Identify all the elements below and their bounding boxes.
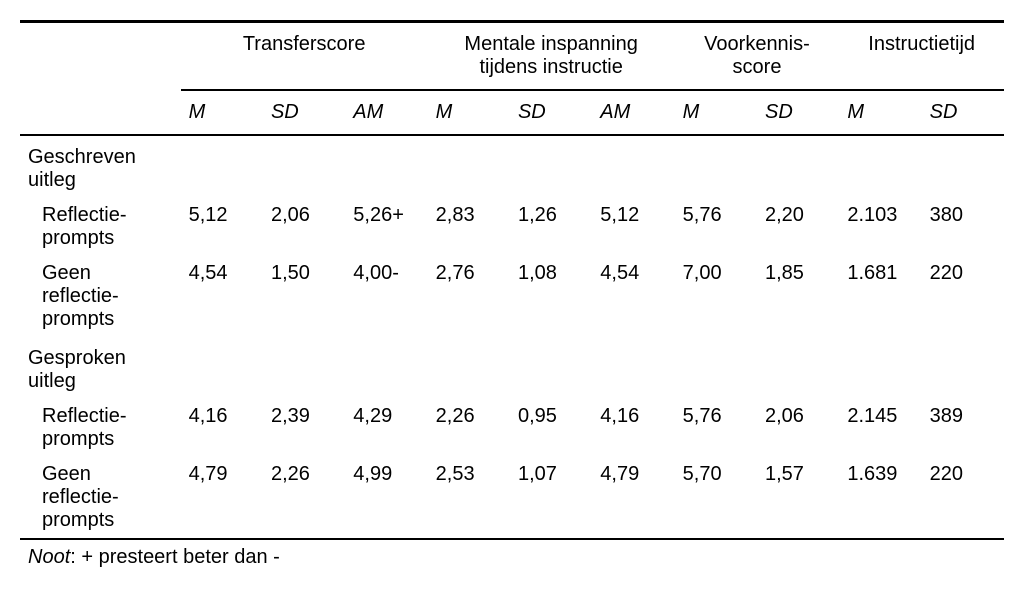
row-label: Geen reflectie- prompts — [20, 457, 181, 539]
group-header-transferscore: Transferscore — [181, 22, 428, 91]
cell: 2,53 — [428, 457, 510, 539]
cell: 4,00- — [345, 256, 427, 337]
row-label: Reflectie- prompts — [20, 198, 181, 256]
group-header-voorkennis: Voorkennis- score — [675, 22, 840, 91]
cell: 2,26 — [428, 399, 510, 457]
cell: 4,54 — [592, 256, 674, 337]
group-header-instructietijd: Instructietijd — [839, 22, 1004, 91]
subheader-empty — [20, 90, 181, 135]
cell: 2,06 — [757, 399, 839, 457]
cell: 380 — [922, 198, 1004, 256]
cell: 2,83 — [428, 198, 510, 256]
group-header-mentale-inspanning: Mentale inspanning tijdens instructie — [428, 22, 675, 91]
cell: 2,76 — [428, 256, 510, 337]
table-row: Geen reflectie- prompts 4,54 1,50 4,00- … — [20, 256, 1004, 337]
cell: 4,29 — [345, 399, 427, 457]
section-label: Gesproken uitleg — [20, 337, 181, 399]
table-section-header: Gesproken uitleg — [20, 337, 1004, 399]
cell: 5,12 — [181, 198, 263, 256]
cell: 0,95 — [510, 399, 592, 457]
cell: 5,26+ — [345, 198, 427, 256]
note-text: : + presteert beter dan - — [70, 546, 280, 568]
row-label: Reflectie- prompts — [20, 399, 181, 457]
cell: 1,26 — [510, 198, 592, 256]
cell: 2.145 — [839, 399, 921, 457]
subheader-sd: SD — [263, 90, 345, 135]
subheader-m: M — [839, 90, 921, 135]
cell: 1.681 — [839, 256, 921, 337]
cell: 1,08 — [510, 256, 592, 337]
row-label: Geen reflectie- prompts — [20, 256, 181, 337]
table-row: Reflectie- prompts 4,16 2,39 4,29 2,26 0… — [20, 399, 1004, 457]
section-label: Geschreven uitleg — [20, 135, 181, 198]
cell: 2.103 — [839, 198, 921, 256]
cell: 1,07 — [510, 457, 592, 539]
cell: 2,20 — [757, 198, 839, 256]
table-row: Reflectie- prompts 5,12 2,06 5,26+ 2,83 … — [20, 198, 1004, 256]
subheader-m: M — [181, 90, 263, 135]
cell: 4,79 — [592, 457, 674, 539]
table-note-row: Noot: + presteert beter dan - — [20, 539, 1004, 575]
cell: 5,70 — [675, 457, 757, 539]
cell: 4,16 — [592, 399, 674, 457]
subheader-sd: SD — [922, 90, 1004, 135]
cell: 2,39 — [263, 399, 345, 457]
table-row: Geen reflectie- prompts 4,79 2,26 4,99 2… — [20, 457, 1004, 539]
cell: 1,85 — [757, 256, 839, 337]
cell: 5,76 — [675, 399, 757, 457]
cell: 4,16 — [181, 399, 263, 457]
cell: 2,06 — [263, 198, 345, 256]
cell: 220 — [922, 457, 1004, 539]
cell: 1,50 — [263, 256, 345, 337]
subheader-am: AM — [592, 90, 674, 135]
cell: 4,54 — [181, 256, 263, 337]
cell: 4,79 — [181, 457, 263, 539]
subheader-am: AM — [345, 90, 427, 135]
subheader-sd: SD — [757, 90, 839, 135]
cell: 4,99 — [345, 457, 427, 539]
table-note: Noot: + presteert beter dan - — [20, 539, 1004, 575]
subheader-sd: SD — [510, 90, 592, 135]
cell: 7,00 — [675, 256, 757, 337]
cell: 220 — [922, 256, 1004, 337]
results-table-container: Transferscore Mentale inspanning tijdens… — [20, 20, 1004, 575]
note-label: Noot — [28, 546, 70, 568]
cell: 2,26 — [263, 457, 345, 539]
cell: 5,12 — [592, 198, 674, 256]
cell: 5,76 — [675, 198, 757, 256]
results-table: Transferscore Mentale inspanning tijdens… — [20, 20, 1004, 575]
cell: 389 — [922, 399, 1004, 457]
header-empty — [20, 22, 181, 91]
cell: 1,57 — [757, 457, 839, 539]
cell: 1.639 — [839, 457, 921, 539]
table-section-header: Geschreven uitleg — [20, 135, 1004, 198]
subheader-m: M — [675, 90, 757, 135]
subheader-m: M — [428, 90, 510, 135]
